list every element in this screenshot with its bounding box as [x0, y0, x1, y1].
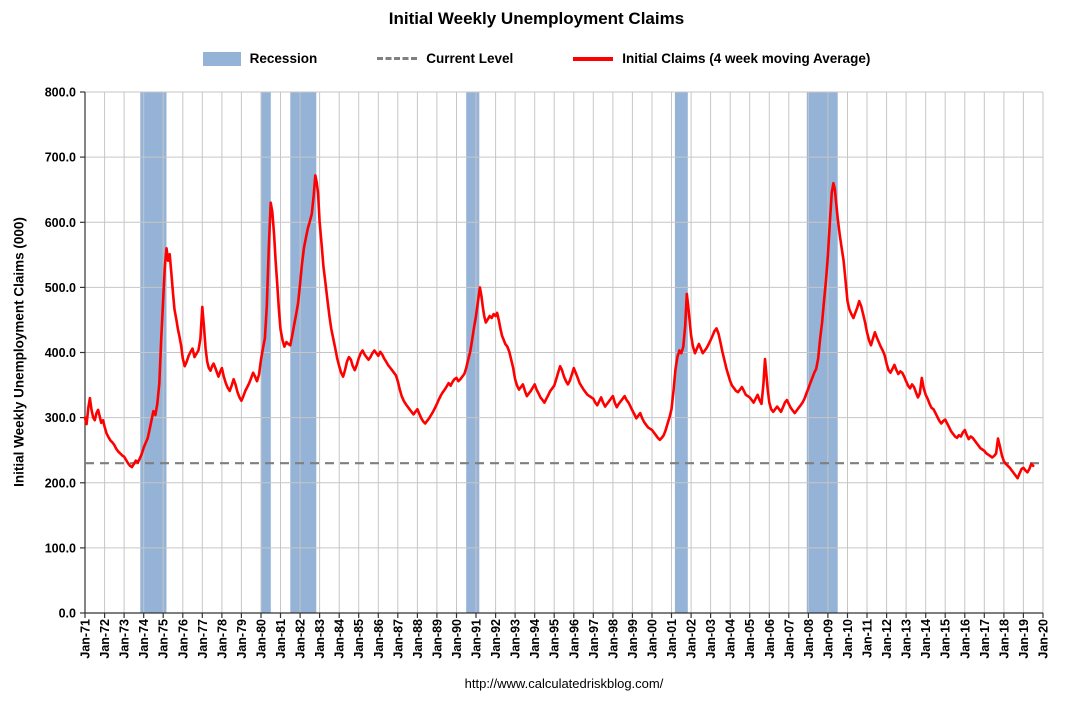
x-tick-label: Jan-71 [79, 619, 93, 659]
x-tick-label: Jan-75 [157, 619, 171, 659]
y-tick-label: 600.0 [45, 216, 76, 230]
x-tick-label: Jan-78 [215, 619, 229, 659]
x-tick-label: Jan-11 [861, 619, 875, 658]
y-tick-label: 0.0 [59, 607, 76, 621]
x-tick-label: Jan-98 [606, 619, 620, 659]
x-tick-label: Jan-82 [294, 619, 308, 659]
x-tick-label: Jan-96 [567, 619, 581, 659]
x-tick-label: Jan-15 [939, 619, 953, 659]
legend-label-initial-claims: Initial Claims (4 week moving Average) [622, 51, 871, 66]
x-tick-label: Jan-91 [470, 619, 484, 659]
x-tick-label: Jan-81 [274, 619, 288, 659]
x-tick-label: Jan-85 [352, 619, 366, 659]
y-tick-label: 200.0 [45, 476, 76, 490]
x-tick-label: Jan-19 [1017, 619, 1031, 659]
x-tick-label: Jan-00 [646, 619, 660, 659]
legend-item-initial-claims: Initial Claims (4 week moving Average) [573, 51, 870, 66]
x-tick-label: Jan-90 [450, 619, 464, 659]
x-tick-label: Jan-83 [313, 619, 327, 659]
y-tick-label: 500.0 [45, 281, 76, 295]
y-tick-label: 100.0 [45, 541, 76, 555]
legend-item-current-level: Current Level [377, 51, 513, 66]
x-tick-label: Jan-88 [411, 619, 425, 659]
x-tick-label: Jan-76 [176, 619, 190, 659]
x-tick-label: Jan-86 [372, 619, 386, 659]
x-tick-label: Jan-09 [821, 619, 835, 659]
x-tick-label: Jan-05 [743, 619, 757, 659]
chart-title: Initial Weekly Unemployment Claims [388, 9, 685, 28]
x-tick-label: Jan-84 [333, 619, 347, 659]
x-tick-label: Jan-74 [137, 619, 151, 659]
footer-url: http://www.calculatedriskblog.com/ [464, 676, 664, 691]
x-tick-label: Jan-99 [626, 619, 640, 659]
x-tick-label: Jan-94 [528, 619, 542, 659]
x-tick-label: Jan-08 [802, 619, 816, 659]
y-tick-label: 400.0 [45, 346, 76, 360]
x-tick-label: Jan-73 [118, 619, 132, 659]
x-tick-label: Jan-12 [880, 619, 894, 659]
x-tick-label: Jan-92 [489, 619, 503, 659]
x-tick-label: Jan-01 [665, 619, 679, 659]
x-tick-label: Jan-13 [900, 619, 914, 659]
x-tick-label: Jan-20 [1037, 619, 1051, 659]
x-tick-label: Jan-02 [685, 619, 699, 659]
x-tick-label: Jan-95 [548, 619, 562, 659]
y-tick-label: 700.0 [45, 151, 76, 165]
x-tick-label: Jan-93 [509, 619, 523, 659]
x-tick-label: Jan-04 [724, 619, 738, 659]
x-tick-label: Jan-07 [782, 619, 796, 659]
x-tick-label: Jan-77 [196, 619, 210, 659]
y-tick-label: 300.0 [45, 411, 76, 425]
x-tick-label: Jan-89 [430, 619, 444, 659]
x-tick-label: Jan-14 [919, 619, 933, 659]
recession-band-swatch [202, 51, 241, 66]
x-tick-label: Jan-79 [235, 619, 249, 659]
legend-label-recession: Recession [249, 51, 318, 66]
y-tick-label: 800.0 [45, 86, 76, 100]
x-tick-label: Jan-16 [958, 619, 972, 659]
x-tick-label: Jan-17 [978, 619, 992, 659]
x-tick-label: Jan-10 [841, 619, 855, 659]
legend-label-current-level: Current Level [426, 51, 514, 66]
legend: Recession Current Level Initial Claims (… [0, 51, 1073, 66]
x-tick-label: Jan-80 [255, 619, 269, 659]
x-tick-label: Jan-06 [763, 619, 777, 659]
x-tick-label: Jan-18 [997, 619, 1011, 659]
current-level-dash-swatch [377, 57, 418, 60]
x-tick-label: Jan-72 [98, 619, 112, 659]
legend-item-recession: Recession [202, 51, 318, 66]
x-tick-label: Jan-87 [391, 619, 405, 659]
x-tick-label: Jan-03 [704, 619, 718, 659]
claims-line-swatch [573, 56, 614, 61]
claims-series-line [83, 174, 1035, 480]
x-tick-label: Jan-97 [587, 619, 601, 659]
